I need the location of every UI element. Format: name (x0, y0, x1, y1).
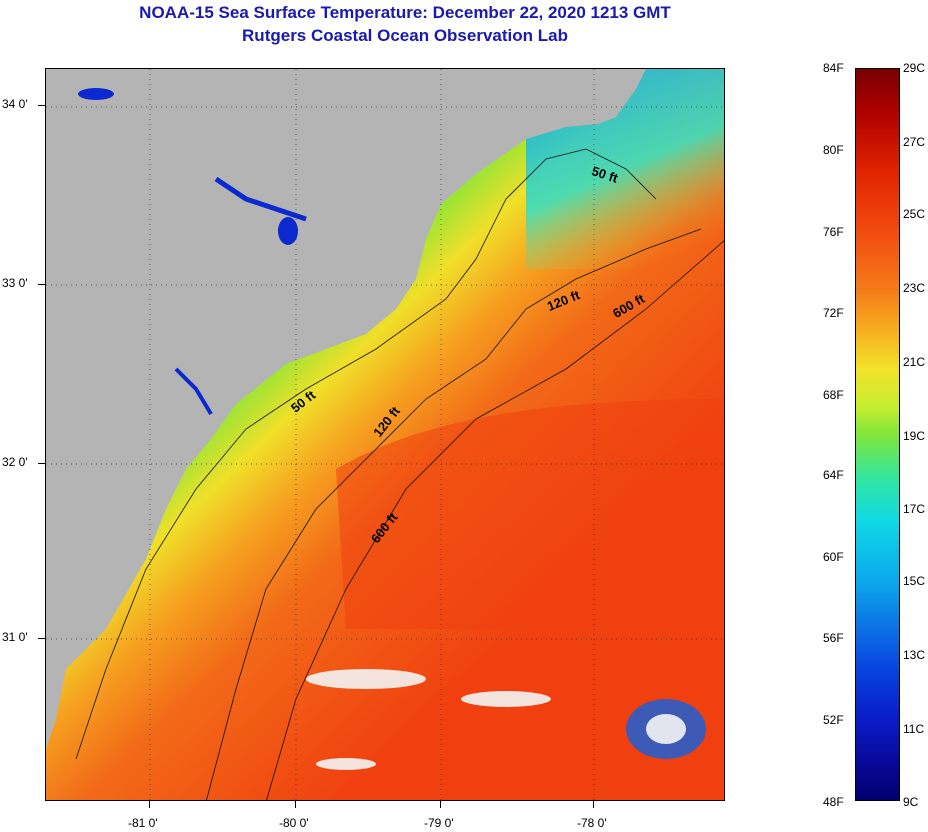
lon-label-78: -78 0' (577, 816, 607, 830)
sst-map-canvas: 50 ft 120 ft 600 ft 50 ft 120 ft 600 ft (46, 69, 724, 800)
map-subtitle: Rutgers Coastal Ocean Observation Lab (242, 26, 568, 45)
colorbar-label-c: 9C (903, 795, 919, 809)
cloud-patch (306, 669, 426, 689)
colorbar-label-f: 60F (823, 550, 844, 564)
temperature-colorbar (855, 68, 900, 801)
land-area (46, 69, 646, 749)
map-title: NOAA-15 Sea Surface Temperature: Decembe… (139, 3, 671, 22)
colorbar-label-c: 27C (903, 135, 926, 149)
colorbar-label-c: 13C (903, 648, 926, 662)
colorbar-label-f: 72F (823, 306, 844, 320)
bay (78, 88, 114, 100)
colorbar-label-f: 52F (823, 713, 844, 727)
warm-water-region (336, 399, 724, 630)
colorbar-label-c: 11C (903, 722, 925, 736)
lat-label-34: 34 0' (2, 97, 28, 111)
lat-label-32: 32 0' (2, 455, 28, 469)
estuary (214, 176, 307, 222)
contour-50ft (75, 148, 657, 760)
colorbar-label-f: 48F (823, 795, 844, 809)
cloud-patch (646, 714, 686, 744)
colorbar-label-c: 17C (903, 502, 926, 516)
colorbar-label-c: 19C (903, 429, 926, 443)
lake (278, 217, 298, 245)
depth-contours (75, 148, 724, 800)
lat-label-31: 31 0' (2, 630, 28, 644)
colorbar-label-f: 76F (823, 225, 844, 239)
colorbar-label-f: 56F (823, 631, 844, 645)
cloud-patch (316, 758, 376, 770)
lon-label-81: -81 0' (128, 816, 158, 830)
contour-120ft (206, 228, 702, 800)
colorbar-label-f: 68F (823, 388, 844, 402)
colorbar-label-f: 64F (823, 468, 844, 482)
sst-map[interactable]: 50 ft 120 ft 600 ft 50 ft 120 ft 600 ft (45, 68, 725, 801)
colorbar-label-f: 80F (823, 143, 844, 157)
colorbar-label-c: 15C (903, 574, 926, 588)
contour-600ft (266, 240, 724, 800)
colorbar-label-f: 84F (823, 61, 844, 75)
lon-label-79: -79 0' (424, 816, 454, 830)
lat-label-33: 33 0' (2, 276, 28, 290)
lon-label-80: -80 0' (279, 816, 309, 830)
colorbar-label-c: 29C (903, 61, 926, 75)
estuary (174, 367, 213, 416)
colorbar-label-c: 25C (903, 207, 926, 221)
colorbar-label-c: 21C (903, 355, 926, 369)
graticule (46, 69, 724, 800)
colorbar-label-c: 23C (903, 281, 926, 295)
cloud-patch (461, 691, 551, 707)
